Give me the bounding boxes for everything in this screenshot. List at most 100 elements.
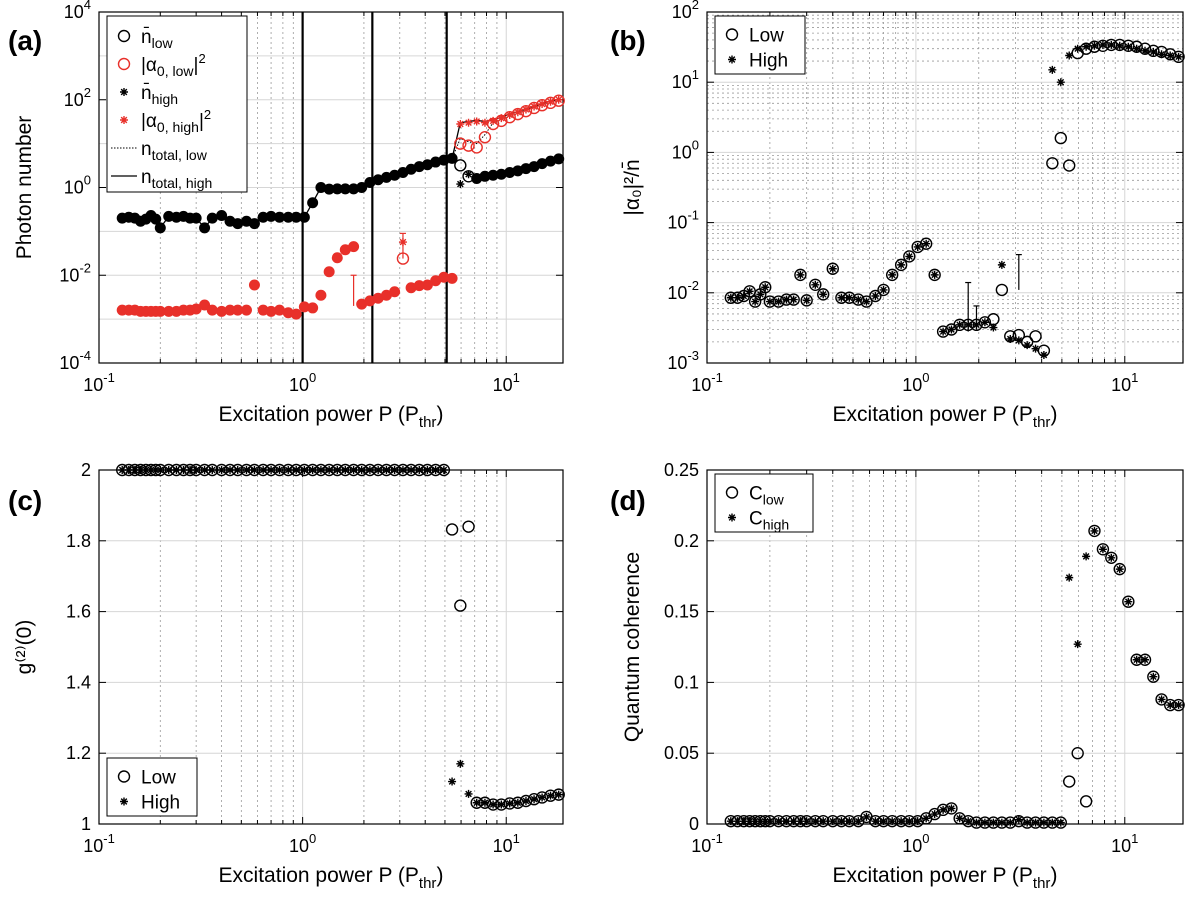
data-point [250, 466, 259, 474]
data-point [398, 168, 407, 177]
data-point [862, 812, 871, 821]
data-point [774, 297, 783, 306]
data-point [1088, 524, 1101, 538]
legend-marker-circle [117, 770, 131, 783]
data-point [365, 296, 374, 305]
data-point [885, 268, 899, 282]
data-point [454, 159, 467, 172]
data-point [480, 118, 489, 127]
x-tick-label: 101 [1111, 831, 1138, 856]
data-point [869, 289, 882, 303]
legend: Low High [714, 15, 806, 75]
data-point [341, 184, 350, 193]
data-point [226, 217, 235, 226]
y-tick-label: 1.6 [66, 602, 91, 622]
data-point [445, 523, 459, 536]
legend-marker-star [120, 797, 128, 806]
data-point [1174, 52, 1183, 61]
data-point [1107, 40, 1116, 49]
data-point [497, 800, 506, 809]
data-point [374, 466, 383, 474]
y-tick-label: 1.8 [66, 531, 91, 551]
series-line-dotted [122, 99, 559, 229]
y-tick-label: 0 [689, 814, 699, 834]
legend-entry: ntotal, high [111, 167, 212, 191]
y-axis-label: Photon number [13, 116, 36, 260]
y-tick-label: 0.2 [674, 531, 699, 551]
data-point [130, 466, 139, 474]
panel-b: 10-1 100 101 10-3 10-2 10-1 100 101 102 Low High Ex… [610, 0, 1185, 431]
data-point [146, 211, 155, 220]
data-point [259, 466, 268, 474]
data-point [733, 817, 742, 826]
data-point [546, 791, 555, 800]
data-point [538, 793, 547, 802]
y-tick-label: 10-1 [667, 208, 699, 233]
data-point [382, 466, 391, 474]
data-point [1054, 131, 1067, 145]
data-point [1157, 50, 1166, 59]
data-point [448, 154, 457, 163]
legend: Low High [106, 757, 198, 817]
data-point [357, 300, 366, 309]
data-point [819, 290, 828, 299]
data-point [1046, 157, 1059, 170]
data-point [316, 183, 325, 192]
data-point [1056, 78, 1065, 87]
data-point [156, 223, 165, 232]
data-point [398, 466, 407, 474]
data-point [267, 466, 276, 474]
data-point [423, 160, 432, 169]
data-point [396, 252, 410, 265]
data-point [505, 110, 514, 119]
data-point [939, 805, 948, 814]
data-point [431, 466, 440, 474]
x-tick-label: 100 [289, 370, 316, 395]
data-point [164, 307, 173, 316]
data-point [546, 97, 555, 106]
data-point [390, 466, 399, 474]
data-point [349, 184, 358, 193]
data-point [739, 292, 748, 301]
panel-label: (a) [8, 25, 42, 56]
data-point [233, 466, 242, 474]
data-point [431, 276, 440, 285]
data-point [794, 268, 807, 282]
data-point [1029, 330, 1042, 343]
y-tick-label: 0.25 [664, 460, 699, 480]
data-point [1023, 341, 1032, 350]
data-point [1031, 344, 1040, 353]
data-point [1063, 159, 1076, 172]
data-point [789, 295, 798, 304]
data-point [544, 96, 557, 110]
data-point [390, 287, 399, 296]
data-point [939, 327, 948, 336]
data-point [953, 812, 966, 825]
data-point [1107, 553, 1116, 562]
data-point [124, 466, 133, 474]
data-point [415, 281, 424, 290]
data-point [922, 239, 931, 248]
data-point [489, 116, 498, 125]
data-point [1063, 775, 1076, 788]
data-point [888, 817, 897, 826]
legend-marker-star [120, 116, 128, 124]
data-point [862, 297, 871, 306]
data-point [756, 290, 765, 299]
data-point [930, 810, 939, 819]
data-point [464, 118, 473, 127]
data-point [151, 466, 160, 474]
data-point [489, 171, 498, 180]
x-tick-label: 10-1 [691, 370, 723, 395]
data-point [972, 320, 981, 329]
data-point [782, 295, 791, 304]
y-tick-label: 10-4 [59, 348, 91, 373]
data-point [919, 237, 933, 250]
error-bar [1015, 254, 1022, 290]
x-tick-label: 100 [902, 831, 929, 856]
data-point [1014, 336, 1023, 345]
data-point [894, 258, 908, 272]
y-tick-label: 1.4 [66, 672, 91, 692]
y-tick-label: 1 [81, 814, 91, 834]
